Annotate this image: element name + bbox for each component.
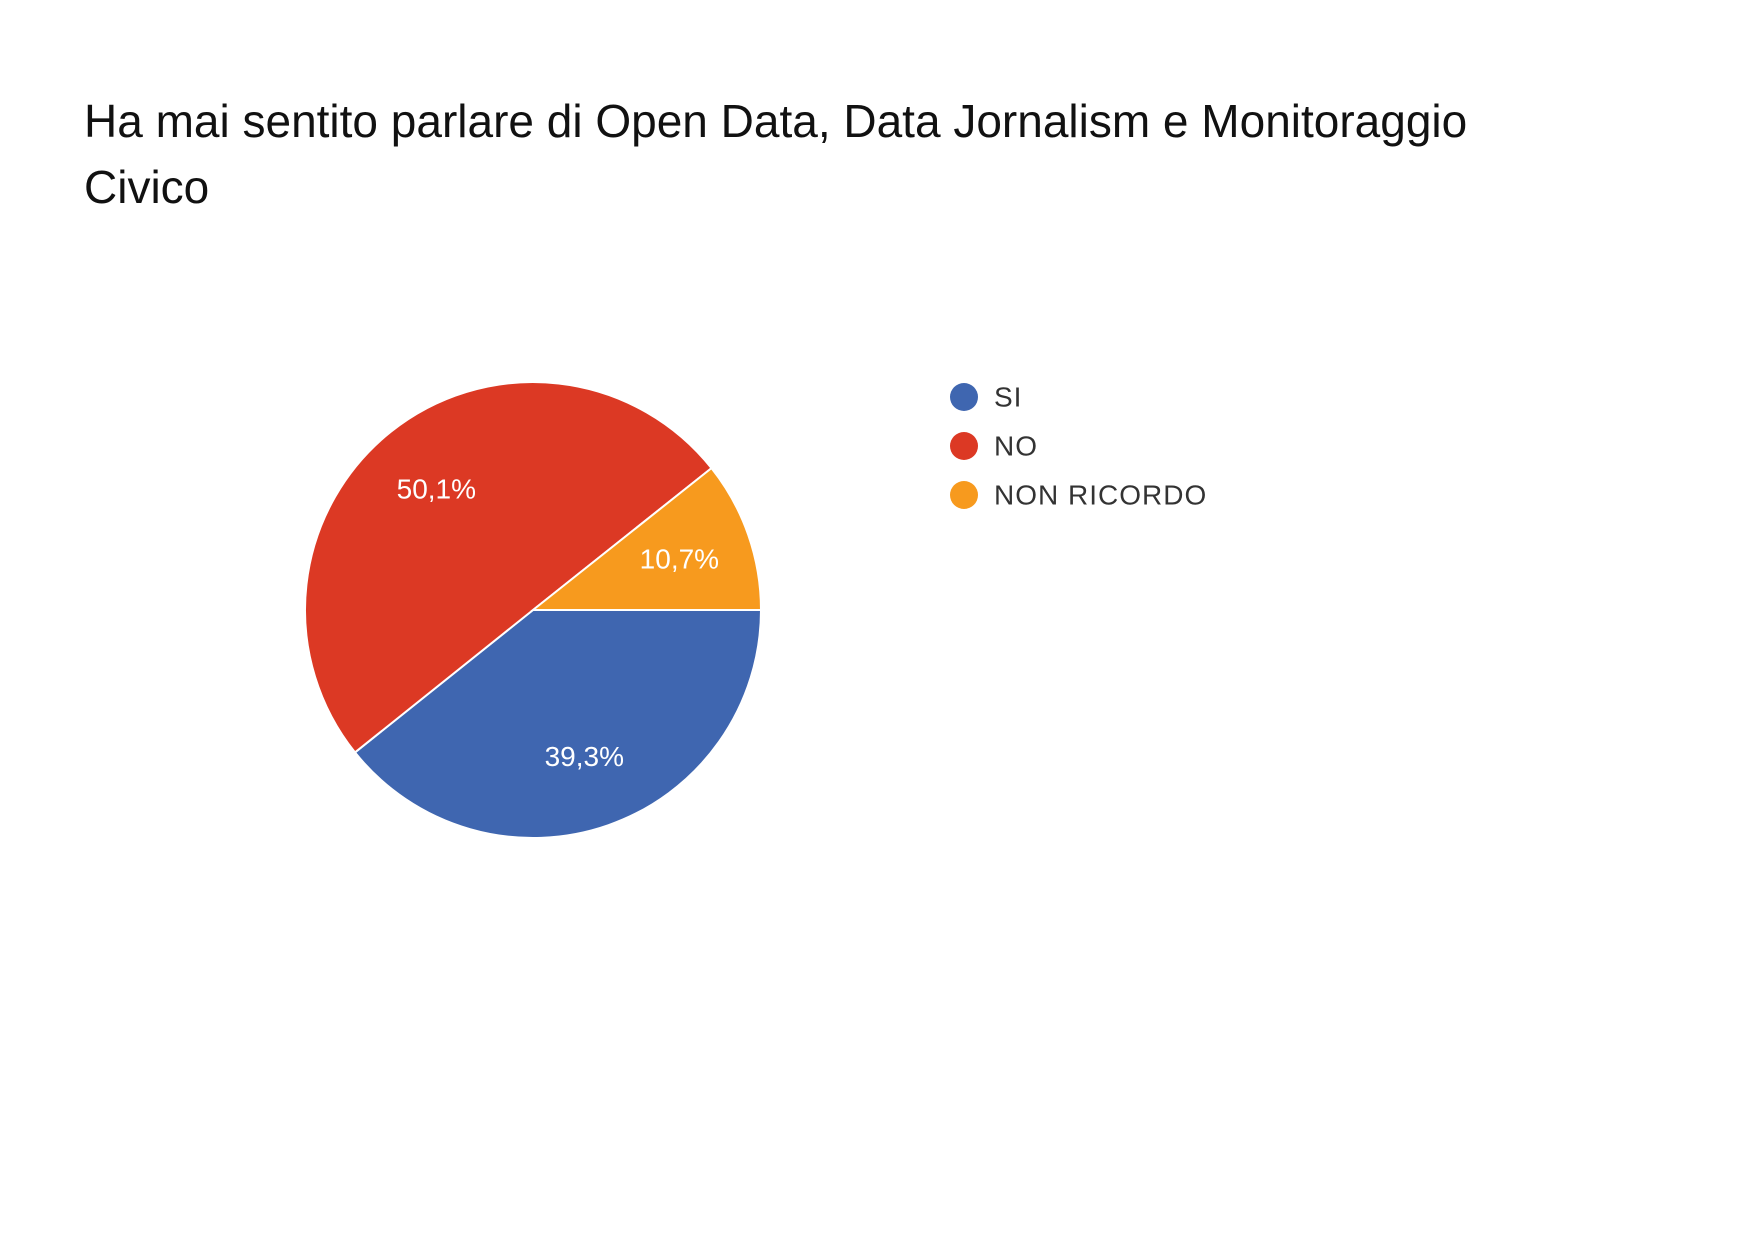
chart-title: Ha mai sentito parlare di Open Data, Dat… <box>84 88 1584 220</box>
legend-marker-non-ricordo <box>950 481 978 509</box>
legend-marker-si <box>950 383 978 411</box>
pie-slice-label-no: 50,1% <box>397 473 476 504</box>
pie-slice-non-ricordo <box>530 466 763 611</box>
legend-label-si: SI <box>994 382 1022 413</box>
pie-slices <box>303 380 763 839</box>
pie-slice-label-non-ricordo: 10,7% <box>640 543 719 574</box>
pie-slice-si <box>353 609 763 839</box>
chart-legend: SI NO NON RICORDO <box>950 382 1207 511</box>
legend-marker-no <box>950 432 978 460</box>
legend-label-non-ricordo: NON RICORDO <box>994 480 1207 511</box>
legend-label-no: NO <box>994 431 1038 462</box>
chart-title-line-1: Ha mai sentito parlare di Open Data, Dat… <box>84 95 1468 147</box>
chart-title-line-2: Civico <box>84 161 210 213</box>
pie-slice-label-si: 39,3% <box>545 741 624 772</box>
pie-slice-no <box>303 380 713 754</box>
pie-slice-labels: 39,3% 50,1% 10,7% <box>397 473 719 772</box>
